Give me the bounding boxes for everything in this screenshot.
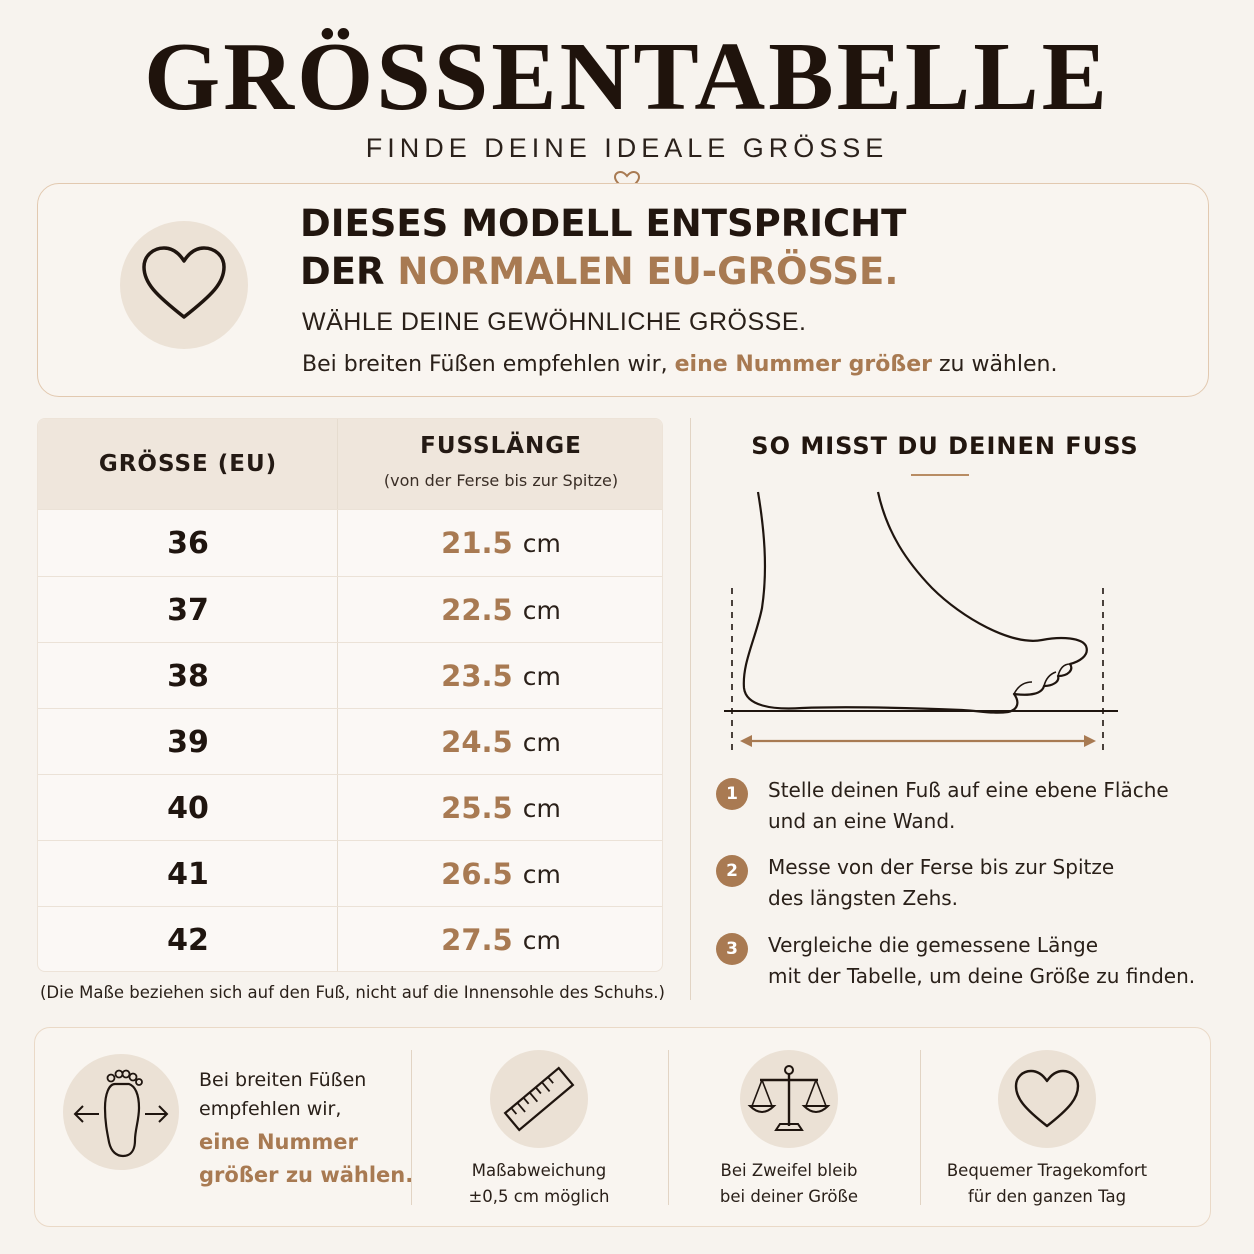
table-header: GRÖSSE (EU) FUSSLÄNGE (von der Ferse bis… — [38, 419, 662, 509]
fit-headline-line2: DER NORMALEN EU-GRÖSSE. — [300, 248, 906, 296]
size-cell: 40 — [167, 790, 209, 826]
foot-width-badge — [63, 1054, 179, 1170]
step-number: 3 — [716, 933, 748, 965]
wide-feet-text: Bei breiten Füßen empfehlen wir, — [199, 1069, 367, 1120]
table-row: 38 23.5 cm — [38, 642, 662, 709]
table-row: 36 21.5 cm — [38, 509, 662, 576]
length-unit: cm — [522, 793, 561, 823]
table-row: 37 22.5 cm — [38, 576, 662, 643]
length-cell: 21.5 cm — [338, 510, 662, 576]
length-cell: 25.5 cm — [338, 775, 662, 841]
tolerance-caption: Maßabweichung ±0,5 cm möglich — [468, 1161, 610, 1206]
comfort-badge — [998, 1050, 1096, 1148]
length-cell: 23.5 cm — [338, 643, 662, 709]
column-header-length: FUSSLÄNGE — [420, 433, 582, 459]
scale-badge — [740, 1050, 838, 1148]
length-unit: cm — [522, 727, 561, 757]
length-value: 22.5 — [441, 593, 513, 627]
length-unit: cm — [522, 925, 561, 955]
heart-icon — [1014, 1069, 1080, 1128]
fit-headline-line1: DIESES MODELL ENTSPRICHT — [300, 202, 907, 245]
fit-info-box: DIESES MODELL ENTSPRICHT DER NORMALEN EU… — [37, 183, 1209, 397]
length-unit: cm — [522, 661, 561, 691]
measure-title-underline — [911, 474, 969, 476]
wide-feet-tip-prefix: Bei breiten Füßen empfehlen wir, — [302, 352, 675, 377]
wide-feet-tip-suffix: zu wählen. — [931, 352, 1058, 377]
fit-headline-accent: NORMALEN EU-GRÖSSE. — [397, 250, 899, 293]
length-unit: cm — [522, 595, 561, 625]
size-cell: 37 — [167, 592, 209, 628]
length-value: 23.5 — [441, 659, 513, 693]
feature-divider — [411, 1050, 412, 1205]
feature-bar: Bei breiten Füßen empfehlen wir, eine Nu… — [34, 1027, 1211, 1227]
foot-measure-illustration — [724, 491, 1118, 753]
measure-title: SO MISST DU DEINEN FUSS — [751, 432, 1139, 460]
wide-feet-tip: Bei breiten Füßen empfehlen wir, eine Nu… — [302, 352, 1057, 377]
page-title: GRÖSSENTABELLE — [143, 23, 1111, 131]
doubt-caption: Bei Zweifel bleib bei deiner Größe — [719, 1161, 859, 1206]
heart-icon — [142, 246, 226, 319]
length-value: 21.5 — [441, 526, 513, 560]
table-footnote: (Die Maße beziehen sich auf den Fuß, nic… — [40, 983, 665, 1002]
length-value: 25.5 — [441, 791, 513, 825]
length-cell: 24.5 cm — [338, 709, 662, 775]
feature-divider — [668, 1050, 669, 1205]
small-heart-icon — [613, 170, 641, 193]
step-number: 1 — [716, 778, 748, 810]
fit-headline: DIESES MODELL ENTSPRICHT DER NORMALEN EU… — [300, 200, 906, 296]
size-cell: 42 — [167, 922, 209, 958]
table-row: 39 24.5 cm — [38, 708, 662, 775]
step-text: Stelle deinen Fuß auf eine ebene Fläche … — [768, 778, 1169, 833]
page-subtitle: FINDE DEINE IDEALE GRÖSSE — [365, 133, 889, 163]
step-text: Messe von der Ferse bis zur Spitze des l… — [768, 855, 1115, 910]
table-row: 40 25.5 cm — [38, 774, 662, 841]
heart-badge — [120, 221, 248, 349]
ruler-icon — [503, 1066, 575, 1132]
step-number: 2 — [716, 855, 748, 887]
table-row: 41 26.5 cm — [38, 840, 662, 907]
wide-feet-tip-accent: eine Nummer größer — [674, 352, 932, 377]
table-row: 42 27.5 cm — [38, 906, 662, 971]
foot-width-icon — [73, 1069, 169, 1158]
step-text: Vergleiche die gemessene Länge mit der T… — [768, 933, 1196, 988]
column-header-size: GRÖSSE (EU) — [98, 451, 278, 477]
size-table: GRÖSSE (EU) FUSSLÄNGE (von der Ferse bis… — [37, 418, 663, 972]
size-cell: 38 — [167, 658, 209, 694]
wide-feet-accent: eine Nummer größer zu wählen. — [199, 1130, 414, 1187]
column-divider — [337, 419, 338, 971]
fit-headline-prefix: DER — [300, 250, 398, 293]
length-cell: 22.5 cm — [338, 577, 662, 643]
size-cell: 36 — [167, 525, 209, 561]
length-cell: 27.5 cm — [338, 907, 662, 971]
length-value: 27.5 — [441, 923, 513, 957]
scale-icon — [747, 1065, 831, 1131]
feature-divider — [920, 1050, 921, 1205]
length-unit: cm — [522, 859, 561, 889]
section-divider — [690, 418, 691, 1000]
size-cell: 41 — [167, 856, 209, 892]
length-unit: cm — [522, 528, 561, 558]
ruler-badge — [490, 1050, 588, 1148]
length-cell: 26.5 cm — [338, 841, 662, 907]
comfort-caption: Bequemer Tragekomfort für den ganzen Tag — [946, 1161, 1148, 1206]
length-value: 24.5 — [441, 725, 513, 759]
fit-instruction: WÄHLE DEINE GEWÖHNLICHE GRÖSSE. — [302, 308, 807, 336]
length-value: 26.5 — [441, 857, 513, 891]
column-header-length-sub: (von der Ferse bis zur Spitze) — [383, 471, 619, 490]
size-cell: 39 — [167, 724, 209, 760]
